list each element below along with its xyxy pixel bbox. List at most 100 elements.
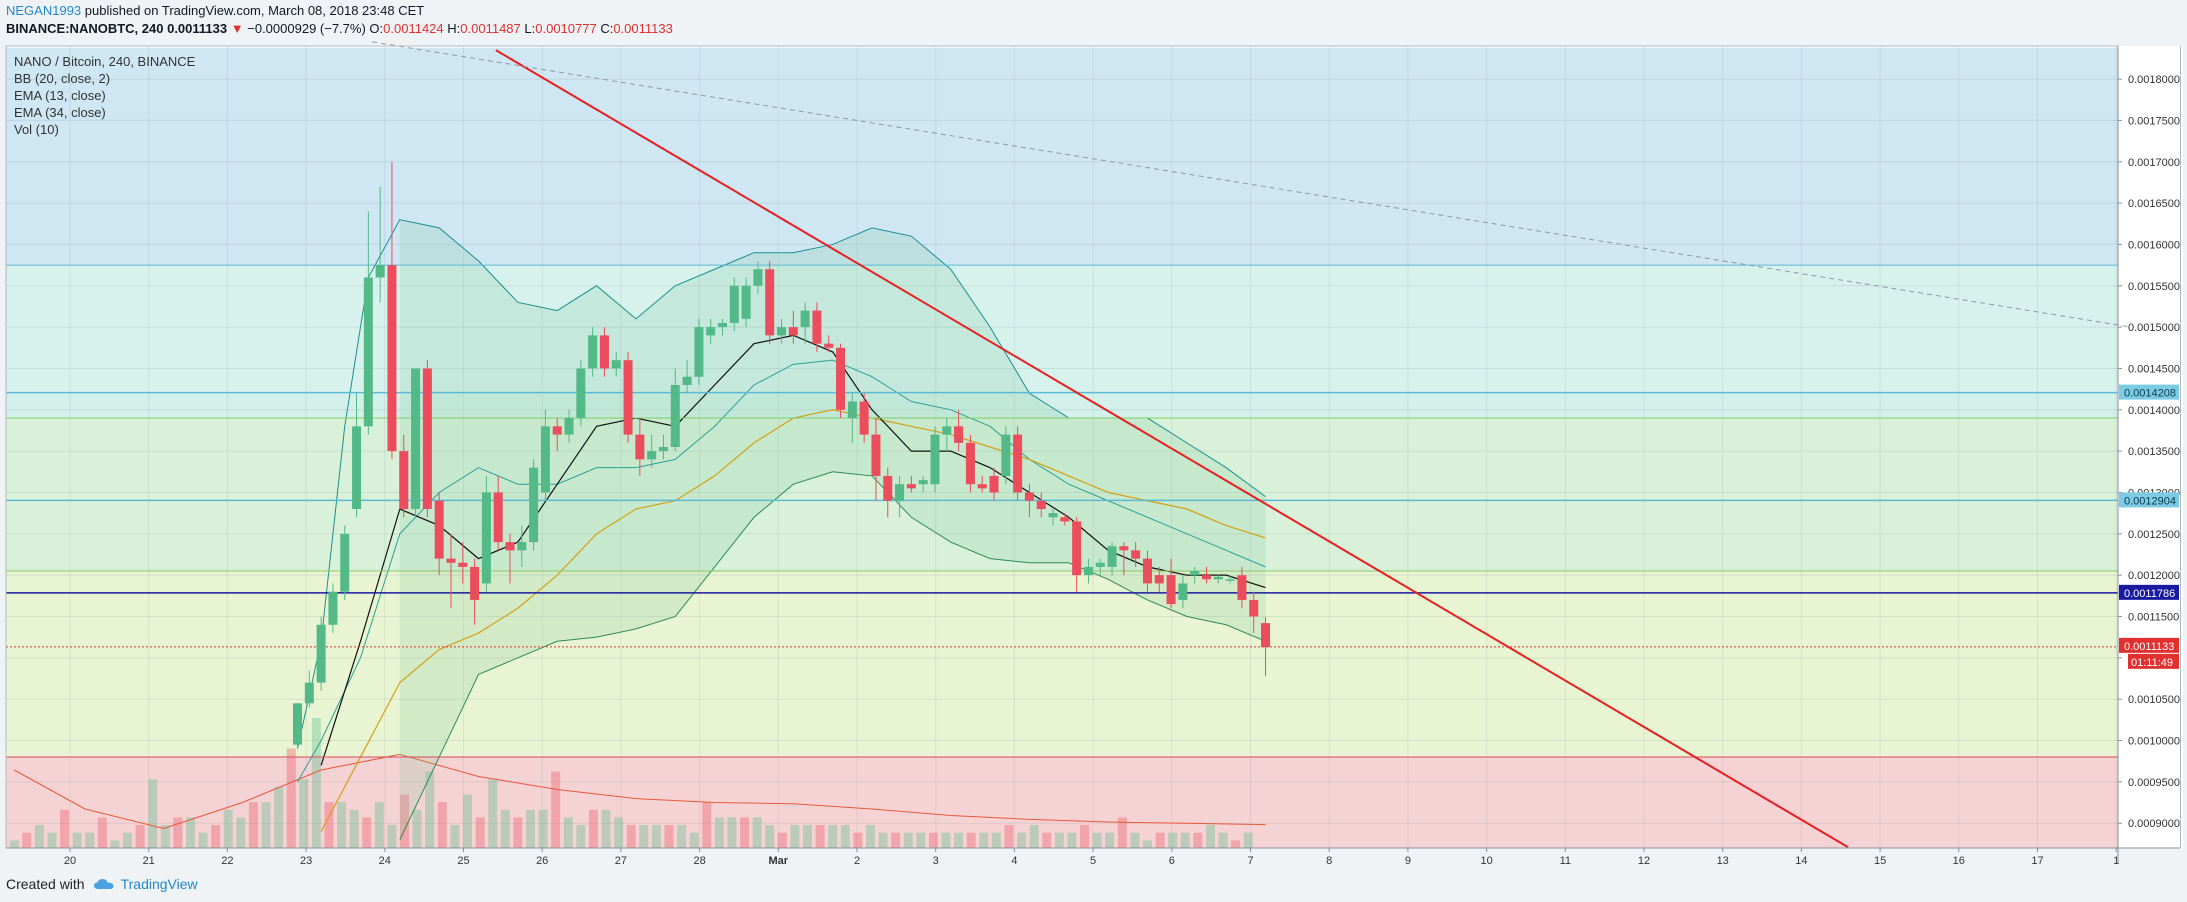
y-tick-label: 0.0010500 [2128,694,2180,706]
candle-body [540,426,550,493]
volume-bar [840,825,850,848]
legend-ema34[interactable]: EMA (34, close) [14,105,106,120]
x-tick-label: 16 [1953,855,1965,867]
volume-bar [1117,817,1127,848]
candle-body [1083,566,1093,576]
candle-body [812,310,822,344]
candle-body [1142,558,1152,584]
candle-body [552,426,562,435]
x-tick-label: 1 [2113,855,2119,867]
candle-body [977,484,987,489]
volume-bar [614,817,624,848]
y-tick-label: 0.0014000 [2128,405,2180,417]
price-badge-label: 0.0012904 [2124,495,2176,507]
volume-bar [689,832,699,848]
x-tick-label: 24 [379,855,391,867]
x-tick-label: 9 [1405,855,1411,867]
candle-body [599,335,609,369]
volume-bar [1231,840,1241,848]
bb-basis-line [297,359,1266,783]
change-down-icon: ▼ [230,21,244,36]
candle-body [753,269,763,286]
volume-bar [85,832,95,848]
volume-bar [878,832,888,848]
volume-bar [236,817,246,848]
footer: Created with TradingView [6,876,198,892]
open-label: O: [369,21,384,36]
volume-bar [714,817,724,848]
author-link[interactable]: NEGAN1993 [6,3,82,18]
volume-bar [664,825,674,848]
volume-bar [437,802,447,848]
tradingview-link[interactable]: TradingView [93,876,198,892]
volume-bar [601,809,611,848]
countdown-label: 01:11:49 [2131,657,2173,669]
x-tick-label: Mar [769,855,789,867]
legend-bb[interactable]: BB (20, close, 2) [14,71,111,86]
candle-body [942,426,952,435]
change-value: −0.0000929 (−7.7%) [247,21,366,36]
candle-body [777,327,787,336]
candle-body [1131,550,1141,559]
candle-body [1095,562,1105,567]
volume-bar [500,809,510,848]
y-tick-label: 0.0012000 [2128,570,2180,582]
volume-bar [72,832,82,848]
y-tick-label: 0.0016000 [2128,239,2180,251]
candle-body [434,500,444,559]
volume-bar [1054,832,1064,848]
x-tick-label: 23 [300,855,312,867]
candle-body [481,492,491,584]
candle-body [717,322,727,328]
y-tick-label: 0.0011500 [2128,611,2179,623]
candle-body [1178,583,1188,600]
candle-body [1190,571,1200,576]
legend-ema13[interactable]: EMA (13, close) [14,88,106,103]
volume-bar [1205,825,1215,848]
volume-bar [626,825,636,848]
countdown-badge [2128,653,2179,669]
volume-bar [513,817,523,848]
current-price-label: 0.0011133 [2124,641,2174,653]
volume-bar [979,832,989,848]
y-tick-label: 0.0009000 [2128,818,2180,830]
legend-vol[interactable]: Vol (10) [14,122,59,137]
publish-info: NEGAN1993 published on TradingView.com, … [6,3,424,18]
candle-body [930,434,940,485]
symbol-quote: BINANCE:NANOBTC, 240 0.0011133 ▼ −0.0000… [6,21,673,36]
volume-bar [211,825,221,848]
created-with-label: Created with [6,876,85,892]
volume-bar [815,825,825,848]
candle-body [529,467,539,543]
candle-body [1202,575,1211,580]
candle-body [1107,546,1117,567]
candle-body [635,434,645,460]
volume-bar [22,832,32,848]
volume-bar [1092,832,1102,848]
candle-body [670,384,680,447]
candle-body [363,277,373,427]
candle-body [1166,575,1176,605]
volume-bar [727,817,737,848]
right-border [2180,46,2181,848]
resistance-trendline [495,49,1849,849]
x-tick-label: 2 [854,855,860,867]
volume-bar [160,825,170,848]
zone-band [6,757,2118,848]
volume-bar [488,779,498,848]
candle-body [1013,434,1023,493]
volume-bar [223,809,233,848]
brand-label: TradingView [120,876,198,892]
volume-bar [110,840,120,848]
y-tick-label: 0.0018000 [2128,74,2180,86]
candle-body [788,327,798,336]
candle-body [906,484,916,489]
current-price-badge [2119,637,2179,653]
volume-bar [853,832,863,848]
volume-bar [450,825,460,848]
y-tick-label: 0.0013500 [2128,446,2180,458]
candle-body [352,426,362,510]
volume-bar [1155,832,1165,848]
volume-bar [966,832,976,848]
